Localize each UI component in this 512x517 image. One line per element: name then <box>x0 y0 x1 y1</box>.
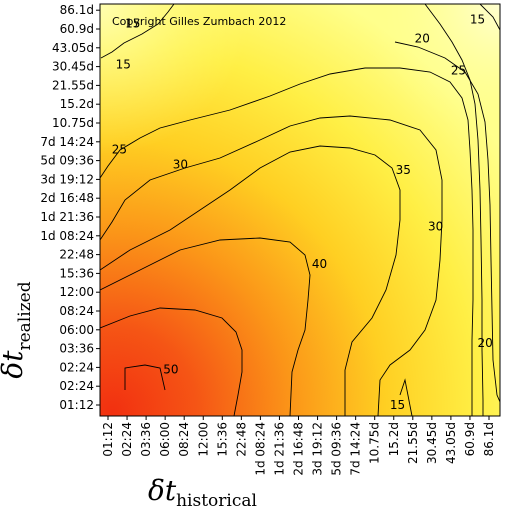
contour-labels: 15 15 15 20 25 25 30 30 35 40 50 20 15 <box>112 13 493 412</box>
y-tick-label: 30.45d <box>52 60 94 74</box>
x-tick-label: 02:24 <box>120 422 134 457</box>
y-tick-label: 1d 08:24 <box>40 229 94 243</box>
x-tick-label: 5d 09:36 <box>330 422 344 476</box>
x-tick-label: 3d 19:12 <box>311 422 325 476</box>
y-tick-label: 43.05d <box>52 41 94 55</box>
contour-label: 30 <box>173 157 188 171</box>
contour-20-right <box>394 41 500 403</box>
x-tick-label: 21.55d <box>406 422 420 464</box>
contour-label: 50 <box>163 362 178 376</box>
y-axis-ticks: 01:12 02:24 02:24 03:36 06:00 08:24 12:00 15:36… <box>40 3 100 412</box>
contour-15-right <box>479 4 500 31</box>
contour-40 <box>100 237 311 416</box>
contour-label: 35 <box>396 163 411 177</box>
contour-label: 25 <box>451 63 466 77</box>
x-tick-label: 15.2d <box>387 422 401 456</box>
contour-lines <box>100 4 500 416</box>
contour-50-inner <box>124 364 166 391</box>
y-tick-label: 02:24 <box>59 379 94 393</box>
y-tick-label: 2d 16:48 <box>40 191 94 205</box>
y-tick-label: 15:36 <box>59 266 94 280</box>
y-tick-label: 22:48 <box>59 248 94 262</box>
heat-cool-corner-left <box>100 4 500 416</box>
x-tick-label: 30.45d <box>425 422 439 464</box>
y-tick-label: 10.75d <box>52 116 94 130</box>
y-tick-label: 86.1d <box>60 3 94 17</box>
contour-label: 25 <box>112 142 127 156</box>
y-tick-label: 02:24 <box>59 360 94 374</box>
x-tick-label: 2d 16:48 <box>292 422 306 476</box>
contour-30 <box>100 115 443 416</box>
y-tick-label: 7d 14:24 <box>40 135 94 149</box>
y-tick-label: 06:00 <box>59 323 94 337</box>
y-tick-label: 03:36 <box>59 342 94 356</box>
x-tick-label: 43.05d <box>444 422 458 464</box>
x-tick-label: 12:00 <box>196 422 210 457</box>
y-tick-label: 21.55d <box>52 78 94 92</box>
x-tick-label: 86.1d <box>482 422 496 456</box>
contour-35 <box>100 145 401 416</box>
y-tick-label: 08:24 <box>59 304 94 318</box>
y-axis-label: δtrealized <box>0 281 35 378</box>
x-tick-label: 60.9d <box>463 422 477 456</box>
contour-15-left <box>100 4 175 59</box>
contour-label: 15 <box>470 13 485 27</box>
x-tick-label: 10.75d <box>368 422 382 464</box>
x-axis-ticks: 01:12 02:24 03:36 06:00 08:24 12:00 15:36 22:48… <box>101 416 496 476</box>
copyright-text: Copyright Gilles Zumbach 2012 <box>112 15 286 28</box>
contour-15-bottom <box>424 4 484 416</box>
y-tick-label: 12:00 <box>59 285 94 299</box>
contour-label: 40 <box>312 257 327 271</box>
x-tick-label: 1d 21:36 <box>272 422 286 476</box>
y-axis-symbol: δt <box>0 350 29 379</box>
y-tick-label: 1d 21:36 <box>40 210 94 224</box>
x-tick-label: 08:24 <box>177 422 191 457</box>
svg-text:δthistorical: δthistorical <box>148 474 257 511</box>
x-tick-label: 06:00 <box>158 422 172 457</box>
plot-area: 15 15 15 20 25 25 30 30 35 40 50 20 15 Copyright Gil… <box>99 3 501 417</box>
x-tick-label: 7d 14:24 <box>349 422 363 476</box>
contour-label: 20 <box>415 31 430 45</box>
y-tick-label: 60.9d <box>60 22 94 36</box>
contour-label: 15 <box>390 398 405 412</box>
plot-frame <box>99 3 501 417</box>
contour-label: 20 <box>478 336 493 350</box>
y-tick-label: 3d 19:12 <box>40 172 94 186</box>
x-tick-label: 01:12 <box>101 422 115 457</box>
x-tick-label: 22:48 <box>234 422 248 457</box>
y-axis-subscript: realized <box>15 281 35 350</box>
svg-text:δtrealized: δtrealized <box>0 281 35 378</box>
x-tick-label: 03:36 <box>139 422 153 457</box>
y-tick-label: 5d 09:36 <box>40 154 94 168</box>
contour-25 <box>100 67 474 416</box>
x-tick-label: 1d 08:24 <box>253 422 267 476</box>
contour-label: 30 <box>428 219 443 233</box>
contour-label: 15 <box>125 16 140 30</box>
contour-15-bottom-steps <box>399 378 413 416</box>
y-tick-label: 15.2d <box>60 97 94 111</box>
y-tick-label: 01:12 <box>59 398 94 412</box>
x-axis-symbol: δt <box>148 474 177 507</box>
contour-50 <box>100 307 243 416</box>
x-axis-subscript: historical <box>176 491 257 511</box>
x-tick-label: 15:36 <box>215 422 229 457</box>
x-axis-label: δthistorical <box>148 474 257 511</box>
contour-label: 15 <box>116 58 131 72</box>
